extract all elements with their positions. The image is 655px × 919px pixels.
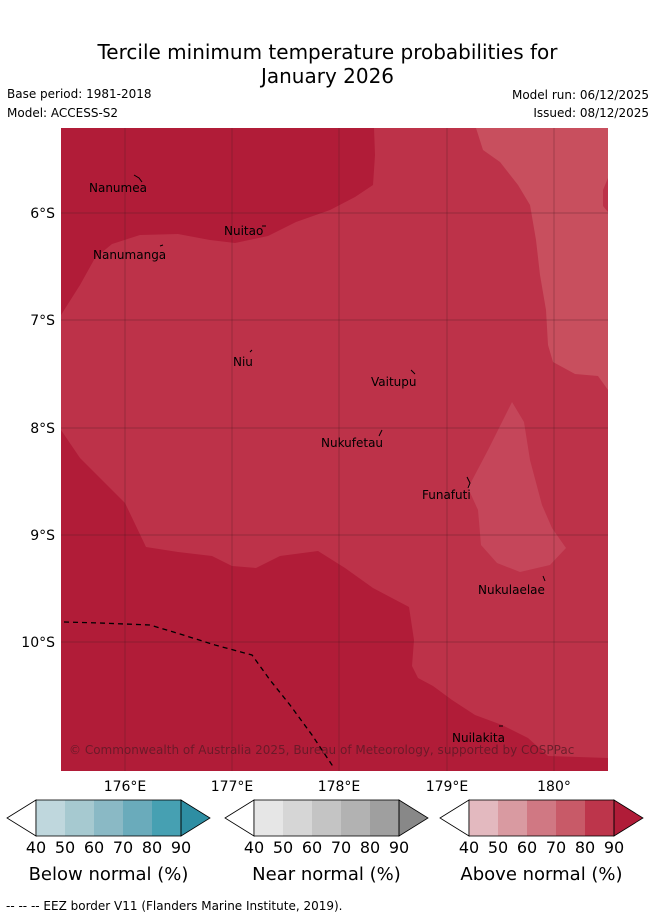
near-extend-low [224, 799, 255, 837]
place-nukufetau: Nukufetau [321, 436, 383, 450]
below-segment [36, 800, 65, 836]
below-segment [94, 800, 123, 836]
below-colorbar-outline [35, 799, 182, 837]
below-extend-low [6, 799, 37, 837]
place-nuitao: Nuitao [224, 224, 263, 238]
region-central-60-70 [468, 402, 566, 572]
near-legend-title: Near normal (%) [252, 864, 401, 885]
colorbar-below-normal: 40 50 60 70 80 90 Below normal (%) [6, 799, 211, 885]
near-segment [283, 800, 312, 836]
region-east-60-70 [476, 128, 608, 390]
issued-date: Issued: 08/12/2025 [533, 106, 649, 120]
near-extend-high [398, 799, 429, 837]
near-tick-label: 50 [273, 838, 293, 857]
above-extend-high [613, 799, 644, 837]
lon-tick-177: 177°E [211, 779, 254, 795]
near-tick-label: 80 [360, 838, 380, 857]
place-nuilakita: Nuilakita [452, 731, 505, 745]
lon-tick-180: 180° [537, 779, 571, 795]
lat-tick-10s: 10°S [21, 635, 55, 651]
above-tick-label: 90 [604, 838, 624, 857]
near-segment [312, 800, 341, 836]
above-tick-label: 70 [546, 838, 566, 857]
above-segment [556, 800, 585, 836]
near-colorbar-outline [253, 799, 400, 837]
below-extend-high [180, 799, 211, 837]
near-tick-label: 60 [302, 838, 322, 857]
below-tick-label: 50 [55, 838, 75, 857]
above-legend-title: Above normal (%) [460, 864, 622, 885]
title-line-1: Tercile minimum temperature probabilitie… [97, 40, 558, 64]
lat-tick-9s: 9°S [30, 528, 55, 544]
title-line-2: January 2026 [260, 64, 395, 88]
place-vaitupu: Vaitupu [371, 375, 417, 389]
lat-tick-6s: 6°S [30, 206, 55, 222]
island-marks [133, 174, 546, 727]
above-segment [527, 800, 556, 836]
near-segment [370, 800, 399, 836]
above-segment [469, 800, 498, 836]
lat-tick-7s: 7°S [30, 313, 55, 329]
above-tick-label: 60 [517, 838, 537, 857]
region-south-80-90 [61, 430, 608, 771]
below-tick-label: 90 [171, 838, 191, 857]
lon-tick-176: 176°E [104, 779, 147, 795]
colorbar-above-normal: 40 50 60 70 80 90 Above normal (%) [439, 799, 644, 885]
lat-tick-8s: 8°S [30, 421, 55, 437]
below-tick-label: 80 [142, 838, 162, 857]
above-segment [498, 800, 527, 836]
place-niu: Niu [233, 355, 253, 369]
base-period: Base period: 1981-2018 [7, 87, 152, 101]
model-name: Model: ACCESS-S2 [7, 106, 119, 120]
region-north-80-90 [61, 128, 375, 315]
near-tick-label: 70 [331, 838, 351, 857]
near-segment [254, 800, 283, 836]
eez-border-footnote: -- -- -- EEZ border V11 (Flanders Marine… [6, 899, 343, 913]
lon-tick-179: 179°E [426, 779, 469, 795]
near-tick-label: 40 [244, 838, 264, 857]
graticule [61, 128, 608, 771]
probability-field [61, 128, 608, 771]
eez-border-line [63, 621, 335, 769]
above-tick-label: 80 [575, 838, 595, 857]
near-segment [341, 800, 370, 836]
above-tick-label: 40 [459, 838, 479, 857]
above-segment [585, 800, 614, 836]
colorbar-near-normal: 40 50 60 70 80 90 Near normal (%) [224, 799, 429, 885]
below-segment [65, 800, 94, 836]
below-segment [123, 800, 152, 836]
below-tick-label: 60 [84, 838, 104, 857]
map-title: Tercile minimum temperature probabilitie… [0, 40, 655, 88]
copyright-notice: © Commonwealth of Australia 2025, Bureau… [69, 743, 574, 757]
below-tick-label: 70 [113, 838, 133, 857]
below-tick-label: 40 [26, 838, 46, 857]
place-nanumanga: Nanumanga [93, 248, 166, 262]
above-tick-label: 50 [488, 838, 508, 857]
model-run: Model run: 06/12/2025 [511, 88, 649, 102]
lon-tick-178: 178°E [318, 779, 361, 795]
above-extend-low [439, 799, 470, 837]
below-segment [152, 800, 181, 836]
above-colorbar-outline [468, 799, 615, 837]
below-legend-title: Below normal (%) [29, 864, 189, 885]
place-nukulaelae: Nukulaelae [478, 583, 545, 597]
place-funafuti: Funafuti [422, 488, 471, 502]
place-nanumea: Nanumea [89, 181, 147, 195]
near-tick-label: 90 [389, 838, 409, 857]
